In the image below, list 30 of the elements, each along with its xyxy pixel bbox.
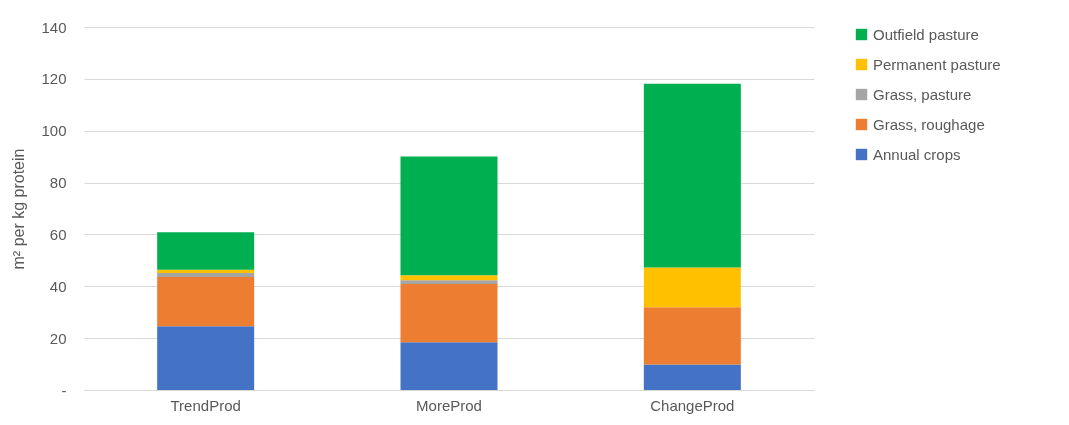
x-tick-label: ChangeProd xyxy=(650,396,735,414)
y-tick-label: 20 xyxy=(49,329,67,347)
y-tick-label: 40 xyxy=(49,277,67,295)
y-tick-label: 60 xyxy=(49,225,67,243)
bar xyxy=(400,342,498,390)
bar xyxy=(400,156,498,276)
legend-label: Grass, roughage xyxy=(873,115,985,133)
y-axis-title: m² per kg protein xyxy=(10,148,28,270)
y-tick-label: 120 xyxy=(41,70,67,88)
y-tick-label: 80 xyxy=(49,174,67,192)
legend-label: Annual crops xyxy=(873,145,961,163)
y-tick-label: - xyxy=(61,381,67,399)
y-tick-label: 140 xyxy=(41,18,67,36)
legend-label: Permanent pasture xyxy=(873,55,1001,73)
bar xyxy=(157,232,255,270)
x-tick-label: MoreProd xyxy=(416,396,482,414)
y-tick-label: 100 xyxy=(41,122,67,140)
bar xyxy=(643,83,741,268)
bar xyxy=(400,280,498,284)
bar xyxy=(643,364,741,390)
bar xyxy=(400,283,498,343)
bar xyxy=(157,326,255,390)
x-tick-label: TrendProd xyxy=(170,396,241,414)
bar xyxy=(643,267,741,308)
bar xyxy=(643,307,741,365)
bar xyxy=(400,275,498,281)
legend-label: Grass, pasture xyxy=(873,85,972,103)
legend-label: Outfield pasture xyxy=(873,25,979,43)
bar xyxy=(157,273,255,277)
bar xyxy=(157,276,255,327)
